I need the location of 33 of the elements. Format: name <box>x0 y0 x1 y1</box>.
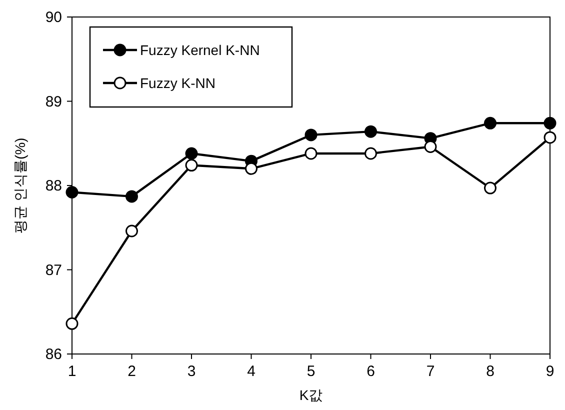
y-tick-label: 89 <box>45 93 62 110</box>
point <box>484 182 496 194</box>
x-axis-title: K값 <box>299 387 323 403</box>
x-tick-label: 7 <box>426 363 435 380</box>
y-axis-title: 평균 인식률(%) <box>12 138 28 234</box>
point <box>66 186 78 198</box>
point <box>185 159 198 172</box>
point <box>544 131 556 144</box>
point <box>185 147 198 160</box>
point <box>66 317 78 330</box>
x-tick-label: 6 <box>366 363 375 380</box>
point <box>484 116 496 130</box>
x-tick-label: 3 <box>187 363 196 380</box>
y-tick-label: 86 <box>45 346 62 363</box>
point <box>544 116 556 130</box>
legend-label: Fuzzy K-NN <box>140 75 216 91</box>
point <box>126 190 138 203</box>
point <box>364 125 377 138</box>
legend-label: Fuzzy Kernel K-NN <box>140 42 260 58</box>
point <box>304 128 318 142</box>
y-tick-label: 88 <box>45 178 62 194</box>
x-tick-label: 9 <box>546 363 554 380</box>
x-tick-label: 4 <box>247 363 256 380</box>
y-tick-label: 87 <box>45 262 62 279</box>
point <box>245 162 258 175</box>
x-tick-label: 2 <box>128 363 136 380</box>
point <box>126 224 138 238</box>
point <box>364 147 377 160</box>
x-tick-label: 1 <box>68 363 76 380</box>
point <box>304 147 318 160</box>
x-tick-label: 8 <box>486 363 494 380</box>
x-tick-label: 5 <box>306 363 316 380</box>
y-tick-label: 90 <box>45 9 62 26</box>
